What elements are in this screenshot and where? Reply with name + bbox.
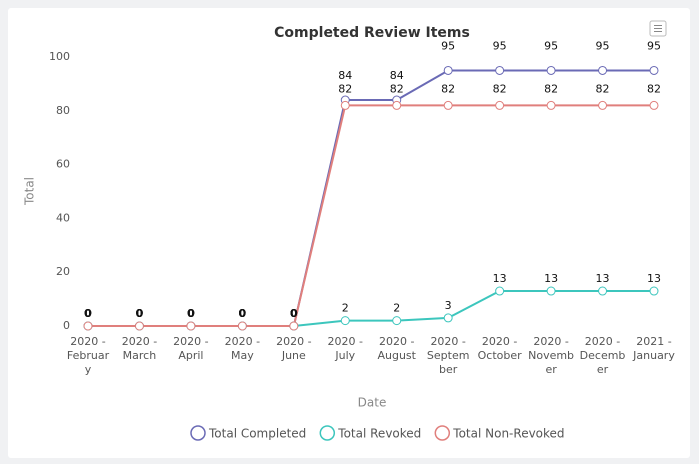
data-label: 13 — [647, 272, 661, 285]
y-tick-label: 80 — [56, 104, 70, 117]
data-point — [186, 321, 196, 331]
legend-marker — [319, 425, 336, 441]
data-label: 0 — [239, 307, 247, 320]
data-label: 82 — [338, 82, 352, 95]
data-point — [546, 100, 556, 110]
data-label: 13 — [544, 272, 558, 285]
data-label: 82 — [544, 82, 558, 95]
data-label: 0 — [239, 307, 247, 320]
data-point — [598, 100, 608, 110]
y-tick-label: 100 — [49, 50, 70, 63]
data-point — [546, 286, 556, 296]
data-label: 95 — [596, 39, 610, 52]
x-tick-label: 2020 -Septem ber — [427, 335, 470, 376]
data-label: 3 — [445, 299, 452, 312]
y-tick-label: 60 — [56, 158, 70, 171]
data-label: 13 — [493, 272, 507, 285]
data-label: 0 — [290, 307, 298, 320]
legend-label[interactable]: Total Revoked — [337, 427, 421, 441]
x-tick-label: 2020 -August — [377, 335, 416, 362]
data-label: 82 — [493, 82, 507, 95]
x-tick-label: 2020 -June — [276, 335, 311, 362]
data-point — [443, 100, 453, 110]
series-line — [88, 104, 654, 327]
y-tick-label: 40 — [56, 211, 70, 224]
x-tick-label: 2020 -October — [478, 335, 522, 362]
x-tick-label: 2020 -July — [328, 335, 363, 362]
data-point — [340, 100, 350, 110]
data-label: 84 — [390, 69, 404, 82]
x-tick-label: 2020 -Februar y — [67, 335, 110, 376]
data-point — [546, 65, 556, 75]
data-point — [598, 286, 608, 296]
data-point — [237, 321, 247, 331]
data-label: 82 — [596, 82, 610, 95]
data-label: 2 — [393, 302, 400, 315]
data-point — [134, 321, 144, 331]
data-label: 0 — [136, 307, 144, 320]
data-label: 95 — [544, 39, 558, 52]
data-label: 2 — [342, 302, 349, 315]
data-point — [598, 65, 608, 75]
legend-label[interactable]: Total Non-Revoked — [452, 427, 564, 441]
data-point — [443, 65, 453, 75]
data-label: 0 — [84, 307, 92, 320]
data-label: 0 — [136, 307, 144, 320]
data-point — [83, 321, 93, 331]
data-point — [289, 321, 299, 331]
data-point — [495, 65, 505, 75]
x-tick-label: 2020 -Decemb er — [580, 335, 626, 376]
data-point — [649, 100, 659, 110]
x-tick-label: 2020 -Novemb er — [528, 335, 574, 376]
x-tick-label: 2020 -April — [173, 335, 208, 362]
data-label: 0 — [290, 307, 298, 320]
data-label: 95 — [493, 39, 507, 52]
data-point — [649, 286, 659, 296]
card — [8, 8, 690, 458]
x-tick-label: 2020 -May — [225, 335, 260, 362]
data-label: 82 — [441, 82, 455, 95]
data-label: 84 — [338, 69, 352, 82]
data-point — [392, 100, 402, 110]
x-axis-title: Date — [358, 396, 387, 410]
legend-marker — [434, 425, 451, 441]
x-tick-label: 2020 -March — [122, 335, 157, 362]
legend-label[interactable]: Total Completed — [208, 427, 306, 441]
data-label: 0 — [187, 307, 195, 320]
data-point — [495, 286, 505, 296]
data-label: 0 — [239, 307, 247, 320]
data-label: 82 — [647, 82, 661, 95]
data-label: 13 — [596, 272, 610, 285]
y-tick-label: 0 — [63, 319, 70, 332]
data-point — [340, 316, 350, 326]
data-point — [443, 313, 453, 323]
data-label: 0 — [290, 307, 298, 320]
legend: Total Completed Total Revoked Total Non-Re… — [190, 425, 565, 441]
menu-button[interactable] — [649, 20, 667, 37]
data-label: 95 — [647, 39, 661, 52]
data-label: 0 — [136, 307, 144, 320]
chart-title: Completed Review Items — [274, 25, 470, 41]
data-label: 0 — [187, 307, 195, 320]
y-axis-title: Total — [23, 177, 37, 206]
data-label: 0 — [84, 307, 92, 320]
data-label: 0 — [187, 307, 195, 320]
data-point — [649, 65, 659, 75]
data-point — [392, 316, 402, 326]
data-label: 0 — [84, 307, 92, 320]
data-point — [495, 100, 505, 110]
x-tick-label: 2021 -January — [632, 335, 675, 362]
y-tick-label: 20 — [56, 265, 70, 278]
data-label: 95 — [441, 39, 455, 52]
legend-marker — [190, 425, 206, 441]
data-label: 82 — [390, 82, 404, 95]
